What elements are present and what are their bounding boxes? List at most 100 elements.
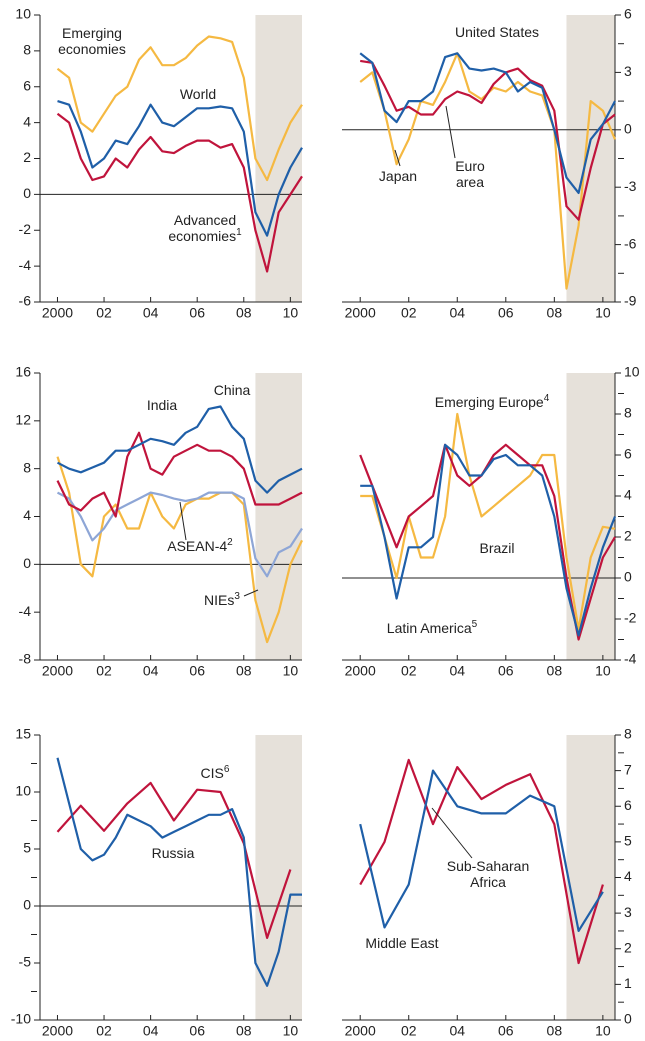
y-tick-label: 6	[624, 446, 632, 462]
series-line	[360, 443, 617, 637]
shaded-period	[566, 15, 615, 302]
y-tick-label: 2	[23, 149, 31, 165]
x-tick-label: 08	[236, 305, 252, 321]
footnote-marker: 4	[543, 393, 550, 404]
x-tick-label: 02	[96, 663, 112, 679]
series-name: Middle East	[365, 935, 439, 951]
series-label: China	[202, 382, 262, 398]
series-line	[359, 52, 616, 194]
series-line	[359, 758, 604, 965]
series-name: NIEs	[204, 592, 235, 608]
x-tick-label: 06	[189, 305, 205, 321]
y-tick-label: 0	[23, 555, 31, 571]
y-tick-label: 0	[624, 1011, 632, 1027]
x-tick-label: 04	[449, 663, 465, 679]
series-name: Emerging Europe	[434, 394, 544, 410]
series-label: United States	[437, 24, 557, 40]
series-line	[56, 757, 302, 987]
y-tick-label: 15	[15, 726, 31, 742]
series-label: Emerging Europe4	[412, 393, 572, 411]
y-tick-label: 8	[624, 726, 632, 742]
x-tick-label: 08	[236, 663, 252, 679]
x-tick-label: 2000	[42, 663, 73, 679]
series-line	[360, 59, 616, 221]
y-tick-label: -2	[624, 610, 637, 626]
x-tick-label: 06	[189, 1023, 205, 1039]
footnote-marker: 3	[234, 591, 240, 602]
series-line	[56, 456, 303, 644]
y-tick-label: -8	[19, 651, 32, 667]
y-tick-label: -4	[19, 603, 32, 619]
series-label: World	[158, 86, 238, 102]
series-line	[56, 431, 303, 518]
series-line	[57, 100, 303, 237]
y-tick-label: -4	[624, 651, 637, 667]
series-name: Sub-Saharan Africa	[446, 858, 530, 890]
x-tick-label: 04	[143, 663, 159, 679]
y-tick-label: 10	[15, 783, 31, 799]
x-tick-label: 2000	[345, 663, 376, 679]
series-label: Sub-Saharan Africa	[438, 858, 538, 890]
series-line	[56, 112, 303, 273]
x-tick-label: 02	[401, 305, 417, 321]
leader-line	[394, 149, 401, 167]
shaded-period	[566, 373, 615, 660]
series-name: Emerging economies	[58, 25, 126, 57]
series-line	[56, 35, 303, 182]
series-line	[360, 412, 616, 631]
x-tick-label: 02	[401, 1023, 417, 1039]
y-tick-label: -3	[624, 178, 637, 194]
x-tick-label: 06	[498, 305, 514, 321]
y-tick-label: 7	[624, 761, 632, 777]
footnote-marker: 1	[236, 227, 242, 238]
series-name: CIS	[200, 765, 224, 781]
x-tick-label: 10	[595, 1023, 611, 1039]
series-name: ASEAN-4	[167, 538, 228, 554]
x-tick-label: 04	[449, 305, 465, 321]
x-tick-label: 06	[498, 663, 514, 679]
y-tick-label: -6	[624, 235, 637, 251]
x-tick-label: 02	[96, 1023, 112, 1039]
y-tick-label: 12	[15, 412, 31, 428]
y-tick-label: 4	[23, 507, 31, 523]
footnote-marker: 5	[471, 619, 478, 630]
x-tick-label: 10	[595, 305, 611, 321]
y-tick-label: -9	[624, 293, 637, 309]
y-tick-label: 6	[624, 6, 632, 22]
series-name: Brazil	[479, 540, 515, 556]
x-tick-label: 04	[143, 305, 159, 321]
shaded-period	[255, 373, 302, 660]
x-tick-label: 04	[449, 1023, 465, 1039]
x-tick-label: 08	[547, 663, 563, 679]
x-tick-label: 08	[547, 305, 563, 321]
x-tick-label: 2000	[345, 1023, 376, 1039]
x-tick-label: 04	[143, 1023, 159, 1039]
series-name: Euro area	[455, 158, 485, 190]
series-label: Emerging economies	[37, 25, 147, 57]
y-tick-label: 4	[624, 868, 632, 884]
y-tick-label: 6	[23, 77, 31, 93]
leader-line	[431, 807, 473, 859]
series-line	[56, 781, 292, 939]
y-tick-label: 8	[23, 42, 31, 58]
series-name: Russia	[151, 845, 195, 861]
series-label: Russia	[138, 845, 208, 861]
y-tick-label: 4	[23, 113, 31, 129]
leader-line	[445, 105, 456, 159]
x-tick-label: 10	[595, 663, 611, 679]
x-tick-label: 06	[189, 663, 205, 679]
series-name: China	[213, 382, 251, 398]
y-tick-label: 2	[624, 528, 632, 544]
leader-line	[243, 589, 259, 597]
series-name: Japan	[378, 168, 418, 184]
series-line	[56, 405, 303, 494]
y-tick-label: -6	[19, 293, 32, 309]
series-label: India	[132, 397, 192, 413]
y-tick-label: -5	[19, 954, 32, 970]
x-tick-label: 2000	[345, 305, 376, 321]
y-tick-label: 0	[624, 569, 632, 585]
series-name: United States	[454, 24, 540, 40]
x-tick-label: 08	[547, 1023, 563, 1039]
shaded-period	[566, 735, 615, 1020]
